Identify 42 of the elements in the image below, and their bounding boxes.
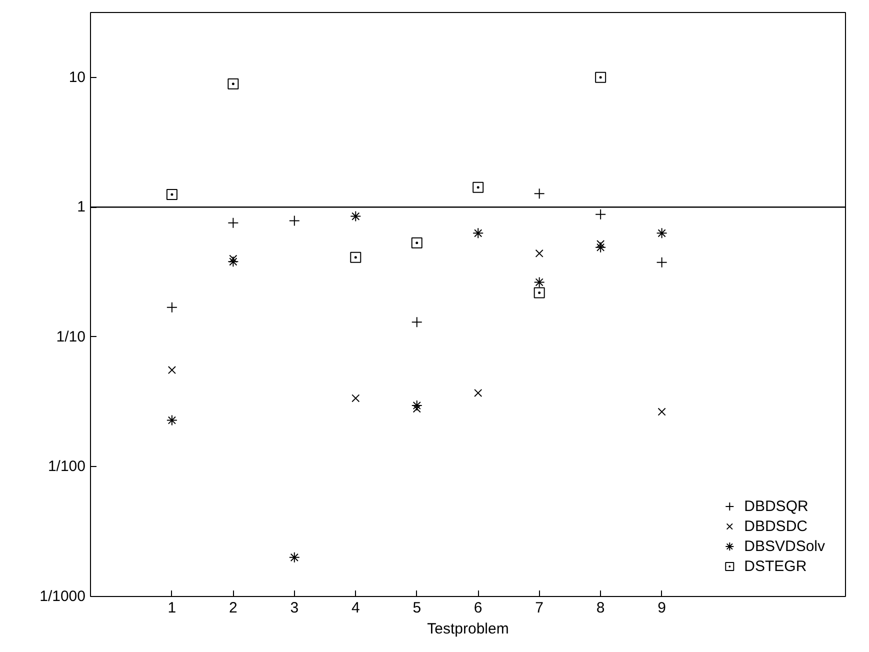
legend-label: DBDSQR	[744, 498, 808, 514]
x-tick-label: 2	[229, 600, 238, 616]
point	[658, 408, 666, 416]
point	[535, 249, 544, 258]
legend-label: DBSVDSolv	[744, 538, 825, 554]
point	[352, 394, 360, 402]
legend-label: DBDSDC	[744, 518, 808, 534]
point	[350, 210, 362, 222]
y-tick-label: 1/100	[48, 458, 86, 476]
x-tick-label: 8	[596, 600, 605, 616]
point	[534, 287, 545, 298]
point	[166, 414, 178, 426]
x-tick-label: 5	[412, 600, 422, 616]
point	[595, 242, 606, 253]
point	[656, 228, 668, 239]
y-tick-label: 10	[68, 68, 86, 86]
x-tick-label: 4	[351, 600, 360, 616]
point	[595, 72, 606, 83]
x-tick-label: 7	[535, 600, 544, 616]
x-tick-label: 3	[290, 600, 299, 616]
point	[168, 366, 176, 374]
y-tick-label: 1/10	[56, 328, 86, 346]
point	[288, 552, 300, 563]
point	[166, 189, 178, 200]
point	[412, 404, 421, 413]
point	[350, 252, 362, 263]
x-tick-label: 6	[474, 600, 482, 616]
point	[472, 228, 484, 239]
y-tick-label: 1/1000	[40, 588, 86, 605]
point	[228, 78, 239, 90]
point	[472, 182, 484, 193]
point	[411, 400, 422, 412]
point	[474, 388, 482, 398]
legend-label: DSTEGR	[744, 558, 807, 574]
x-axis-title: Testproblem	[427, 620, 509, 638]
point	[411, 237, 422, 248]
x-tick-label: 9	[658, 600, 666, 616]
y-tick-label: 1	[77, 198, 86, 216]
x-tick-label: 1	[168, 600, 176, 616]
point	[534, 276, 545, 288]
point	[596, 240, 605, 248]
point	[228, 256, 239, 268]
